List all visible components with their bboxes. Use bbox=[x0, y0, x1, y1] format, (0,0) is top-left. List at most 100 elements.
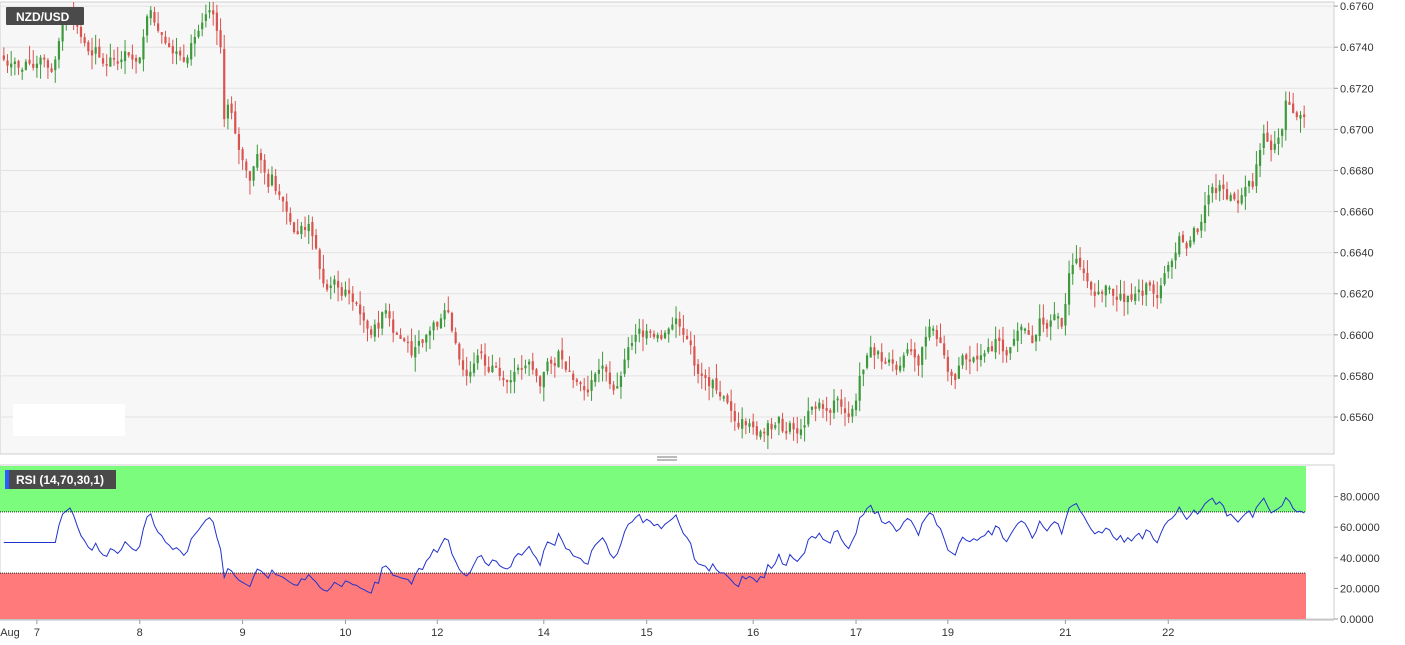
candle-body bbox=[998, 337, 1001, 341]
candle-body bbox=[340, 287, 343, 296]
candle bbox=[134, 54, 138, 74]
candle-body bbox=[939, 337, 942, 344]
candle-body bbox=[671, 324, 674, 330]
candle bbox=[1303, 105, 1306, 128]
candle-body bbox=[1067, 273, 1071, 305]
symbol-tag[interactable]: NZD/USD bbox=[6, 7, 84, 25]
candle-body bbox=[190, 43, 193, 60]
candle bbox=[1167, 261, 1170, 279]
candle bbox=[241, 147, 244, 170]
candle bbox=[792, 417, 795, 441]
candle-body bbox=[895, 364, 898, 370]
panel-resize-handle[interactable] bbox=[657, 456, 677, 461]
candle bbox=[245, 158, 248, 179]
candle-body bbox=[1097, 291, 1100, 295]
candle-body bbox=[1247, 180, 1251, 187]
candle bbox=[175, 37, 178, 65]
candle bbox=[432, 320, 435, 341]
candle bbox=[546, 357, 549, 375]
candle-body bbox=[1273, 143, 1276, 150]
candle bbox=[586, 375, 589, 397]
candle bbox=[891, 349, 894, 372]
candle bbox=[935, 325, 938, 347]
candle bbox=[601, 351, 604, 382]
candle bbox=[1240, 187, 1243, 206]
candle-body bbox=[612, 384, 615, 391]
candle-body bbox=[759, 431, 762, 438]
candle bbox=[1207, 184, 1210, 217]
candle-body bbox=[1130, 294, 1133, 300]
candle bbox=[671, 317, 674, 331]
candle-body bbox=[476, 355, 479, 364]
candle bbox=[215, 4, 218, 46]
candle bbox=[344, 281, 347, 298]
candle bbox=[733, 403, 736, 431]
candle bbox=[557, 349, 560, 368]
candle bbox=[502, 370, 505, 387]
candle bbox=[932, 325, 935, 336]
candle bbox=[491, 354, 494, 373]
candle-body bbox=[351, 293, 354, 302]
candle-body bbox=[785, 431, 788, 434]
candle-body bbox=[355, 302, 358, 305]
candle-body bbox=[645, 330, 648, 339]
candle-body bbox=[300, 225, 303, 235]
candle bbox=[43, 54, 46, 68]
candle bbox=[939, 323, 942, 344]
candle bbox=[259, 148, 263, 174]
candle-body bbox=[726, 395, 729, 403]
candle-body bbox=[87, 42, 90, 52]
candle bbox=[987, 338, 990, 354]
candle-body bbox=[957, 365, 960, 379]
price-tick-label: 0.6720 bbox=[1340, 83, 1374, 95]
candle-body bbox=[1123, 293, 1126, 302]
candle bbox=[142, 29, 145, 72]
candle bbox=[660, 329, 663, 341]
candle-body bbox=[693, 346, 696, 366]
candle bbox=[597, 358, 601, 383]
candle-body bbox=[35, 63, 38, 69]
candle bbox=[759, 429, 762, 440]
candle bbox=[1123, 280, 1126, 317]
candle-body bbox=[557, 351, 560, 368]
candle bbox=[1258, 143, 1262, 178]
candle-body bbox=[83, 37, 86, 44]
candle-body bbox=[539, 376, 542, 387]
candle-body bbox=[1001, 339, 1005, 352]
candle bbox=[910, 338, 913, 356]
candle bbox=[436, 321, 439, 331]
rsi-tag[interactable]: RSI (14,70,30,1) bbox=[5, 470, 116, 489]
candle-body bbox=[935, 329, 938, 339]
candle bbox=[1064, 293, 1067, 336]
candle-body bbox=[439, 318, 443, 329]
candle bbox=[1262, 124, 1265, 155]
candle bbox=[10, 50, 13, 76]
candle bbox=[943, 335, 946, 359]
candle bbox=[1093, 283, 1096, 308]
candle bbox=[186, 54, 189, 68]
candle bbox=[35, 55, 38, 78]
candle bbox=[447, 296, 450, 314]
candle bbox=[1273, 130, 1276, 154]
candle-body bbox=[94, 47, 97, 54]
candle-body bbox=[1042, 317, 1045, 325]
candle bbox=[1097, 280, 1100, 296]
price-tick-label: 0.6580 bbox=[1340, 371, 1374, 383]
candle-body bbox=[752, 421, 755, 428]
candle bbox=[1126, 295, 1129, 315]
candle-body bbox=[417, 341, 421, 346]
candle-body bbox=[2, 55, 5, 60]
candle-body bbox=[568, 370, 571, 372]
candle-body bbox=[663, 332, 667, 339]
candle bbox=[377, 310, 380, 338]
candle bbox=[116, 46, 119, 71]
candle bbox=[619, 371, 623, 399]
candle bbox=[902, 352, 905, 372]
candle-body bbox=[1020, 326, 1023, 331]
candle bbox=[109, 43, 112, 67]
candle bbox=[1214, 173, 1218, 200]
candle-body bbox=[50, 68, 53, 72]
candle-body bbox=[924, 336, 927, 347]
candle-body bbox=[21, 69, 24, 72]
candle bbox=[1056, 312, 1060, 330]
